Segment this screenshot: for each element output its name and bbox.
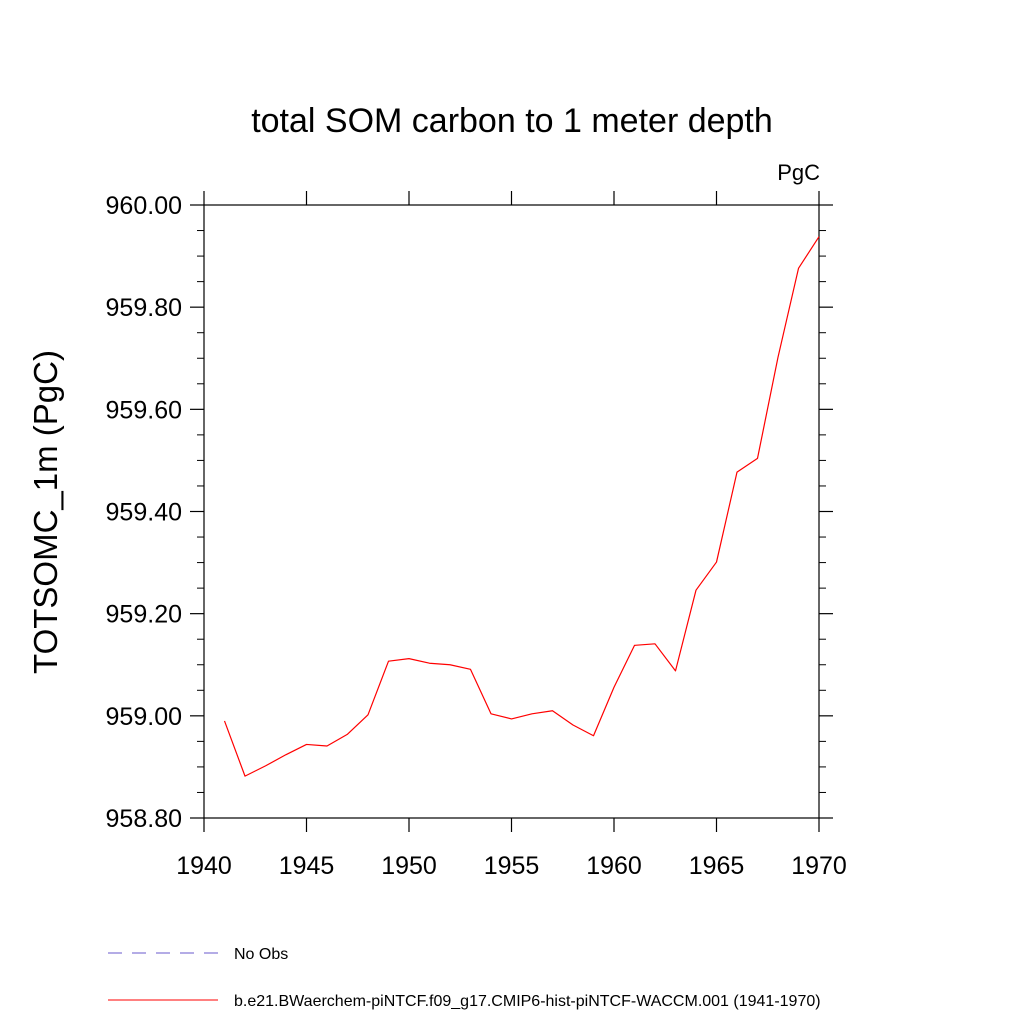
legend-label: No Obs xyxy=(234,946,288,963)
y-tick-label: 958.80 xyxy=(106,805,182,833)
x-tick-label: 1945 xyxy=(279,852,335,880)
series-line xyxy=(223,236,820,777)
x-tick-label: 1965 xyxy=(689,852,745,880)
x-tick-label: 1970 xyxy=(791,852,847,880)
legend-label: b.e21.BWaerchem-piNTCF.f09_g17.CMIP6-his… xyxy=(234,993,821,1010)
tick-labels: 1940 1945 1950 1955 1960 1965 1970 958.80 959.00… xyxy=(106,192,847,880)
series-group xyxy=(223,236,820,777)
y-tick-label: 959.40 xyxy=(106,499,182,527)
x-tick-label: 1950 xyxy=(381,852,437,880)
y-tick-label: 959.00 xyxy=(106,703,182,731)
axis-ticks xyxy=(190,191,833,832)
y-axis-label: TOTSOMC_1m (PgC) xyxy=(27,350,64,674)
chart-title: total SOM carbon to 1 meter depth xyxy=(251,102,773,140)
x-tick-label: 1960 xyxy=(586,852,642,880)
y-tick-label: 959.80 xyxy=(106,294,182,322)
y-tick-label: 959.60 xyxy=(106,396,182,424)
plot-frame xyxy=(203,204,820,819)
y-tick-label: 960.00 xyxy=(106,192,182,220)
x-tick-label: 1940 xyxy=(176,852,232,880)
x-tick-label: 1955 xyxy=(484,852,540,880)
legend: No Obs b.e21.BWaerchem-piNTCF.f09_g17.CMI… xyxy=(108,946,821,1010)
units-label: PgC xyxy=(777,160,820,185)
y-tick-label: 959.20 xyxy=(106,601,182,629)
